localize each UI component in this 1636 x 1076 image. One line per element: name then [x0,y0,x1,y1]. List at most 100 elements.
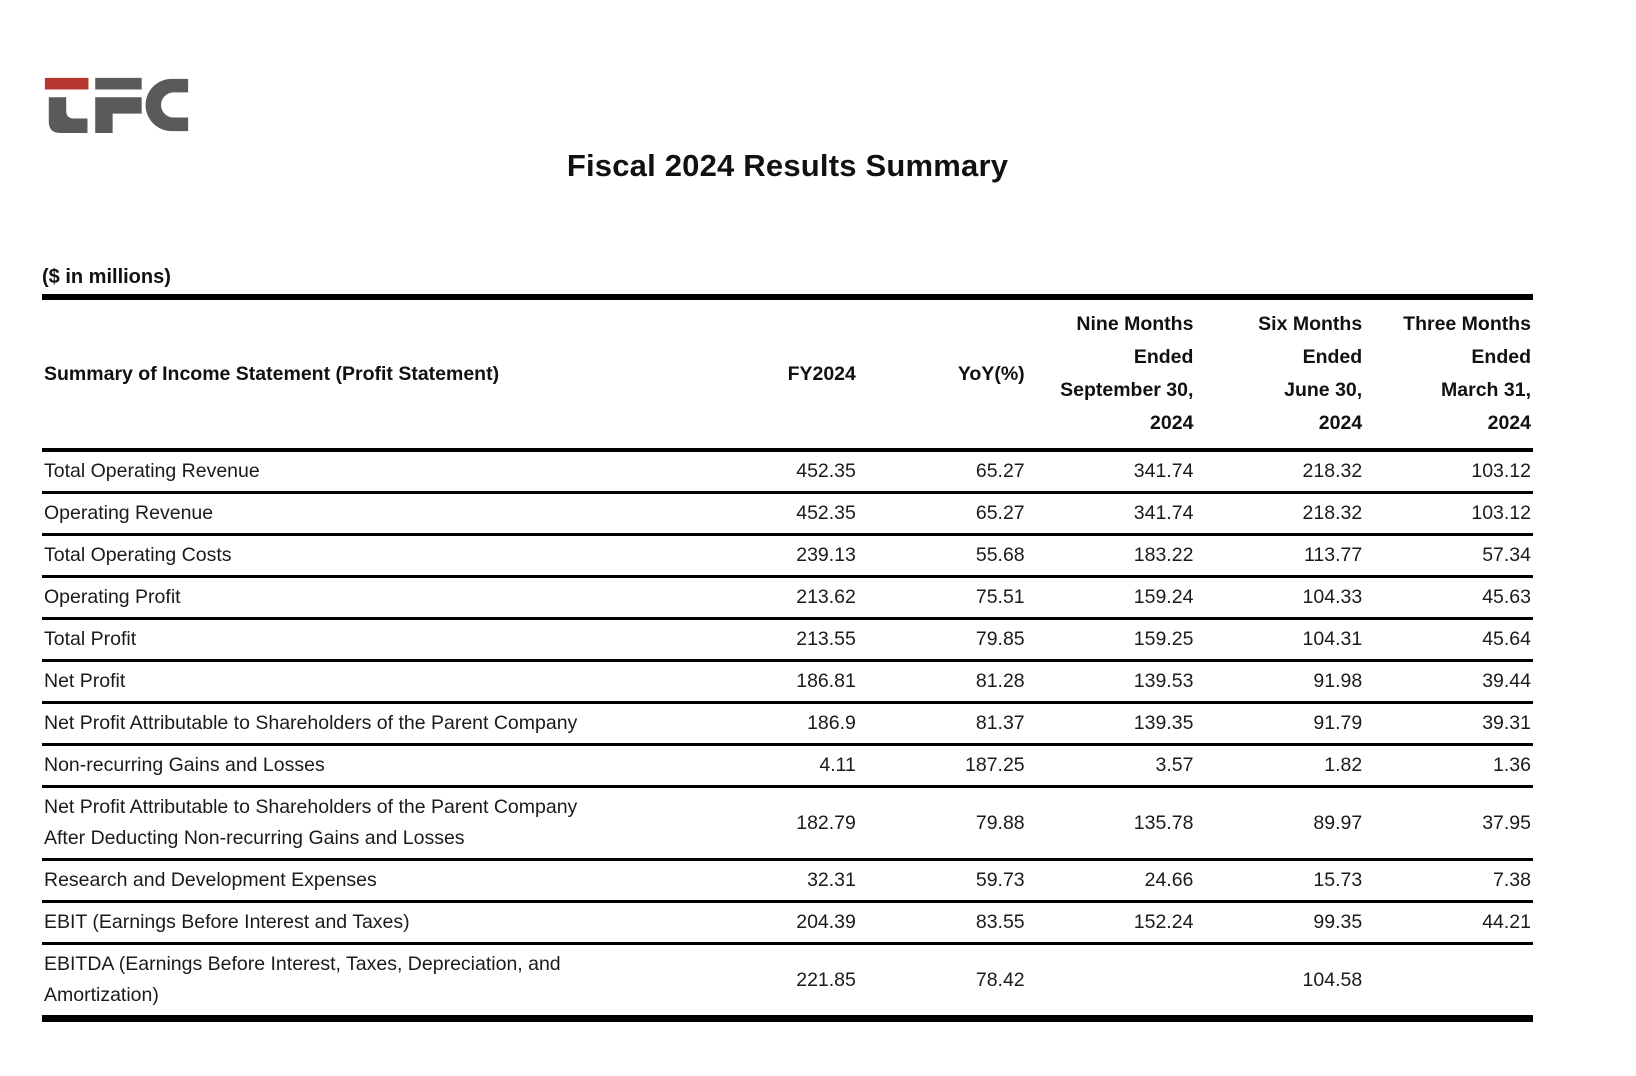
table-body: Total Operating Revenue 452.35 65.27 341.74… [42,450,1533,1022]
logo-letter-l-body [48,97,88,134]
row-value: 39.44 [1364,660,1533,704]
table-row: Research and Development Expenses 32.31 59… [42,859,1533,903]
row-value: 221.85 [689,943,858,1022]
row-value: 89.97 [1195,786,1365,861]
row-value: 45.63 [1364,576,1533,620]
income-statement-table: Summary of Income Statement (Profit Stat… [42,294,1533,1022]
lfc-logo-graphic [44,77,189,134]
table-row: Non-recurring Gains and Losses 4.11 187.25… [42,744,1533,788]
row-value: 91.79 [1195,702,1365,746]
row-value: 32.31 [689,859,858,903]
row-value: 152.24 [1026,901,1196,945]
row-value: 15.73 [1195,859,1365,903]
page-title: Fiscal 2024 Results Summary [566,148,1009,183]
row-value: 218.32 [1195,450,1365,494]
row-value: 204.39 [689,901,858,945]
row-value: 83.55 [857,901,1027,945]
row-value: 57.34 [1364,534,1533,578]
table-row: Net Profit Attributable to Shareholders … [42,702,1533,746]
row-label: Net Profit [42,660,690,704]
row-value: 159.24 [1026,576,1196,620]
row-value: 135.78 [1026,786,1196,861]
row-value: 186.9 [689,702,858,746]
row-value: 239.13 [689,534,858,578]
row-value: 103.12 [1364,450,1533,494]
row-value: 37.95 [1364,786,1533,861]
row-value: 99.35 [1195,901,1365,945]
logo-letter-l-cap [44,77,89,90]
column-header: YoY(%) [857,294,1027,452]
row-value: 186.81 [689,660,858,704]
row-value: 4.11 [689,744,858,788]
row-label: Net Profit Attributable to Shareholders … [42,786,690,861]
row-value: 187.25 [857,744,1027,788]
row-value: 183.22 [1026,534,1196,578]
row-value: 139.35 [1026,702,1196,746]
row-value: 104.33 [1195,576,1365,620]
table-row: Net Profit 186.81 81.28 139.53 91.98 39.44 [42,660,1533,704]
table-row: Net Profit Attributable to Shareholders … [42,786,1533,861]
row-value [1026,943,1196,1022]
row-value: 452.35 [689,492,858,536]
row-value: 452.35 [689,450,858,494]
row-value: 213.62 [689,576,858,620]
row-value: 55.68 [857,534,1027,578]
row-value: 103.12 [1364,492,1533,536]
row-value: 91.98 [1195,660,1365,704]
row-label: Total Operating Revenue [42,450,690,494]
table-row: Operating Revenue 452.35 65.27 341.74 218.32… [42,492,1533,536]
row-label: Total Profit [42,618,690,662]
row-value: 65.27 [857,492,1027,536]
row-value: 65.27 [857,450,1027,494]
table-row: EBITDA (Earnings Before Interest, Taxes,… [42,943,1533,1022]
row-label: Non-recurring Gains and Losses [42,744,690,788]
row-value: 81.37 [857,702,1027,746]
table-row: Total Profit 213.55 79.85 159.25 104.31 45.64 [42,618,1533,662]
row-value: 341.74 [1026,492,1196,536]
row-label: EBIT (Earnings Before Interest and Taxes… [42,901,690,945]
company-logo [42,70,192,138]
row-value: 104.58 [1195,943,1365,1022]
row-label: EBITDA (Earnings Before Interest, Taxes,… [42,943,690,1022]
column-header-statement: Summary of Income Statement (Profit Stat… [42,294,690,452]
row-value: 218.32 [1195,492,1365,536]
column-header: Three Months Ended March 31, 2024 [1364,294,1533,452]
logo-letter-f-body [95,97,142,134]
row-value: 213.55 [689,618,858,662]
table-row: Operating Profit 213.62 75.51 159.24 104.33 4… [42,576,1533,620]
row-value: 79.88 [857,786,1027,861]
table-header-row: Summary of Income Statement (Profit Stat… [42,294,1533,452]
row-value: 104.31 [1195,618,1365,662]
table-row: EBIT (Earnings Before Interest and Taxes… [42,901,1533,945]
table-header: Summary of Income Statement (Profit Stat… [42,294,1533,452]
column-header: Nine Months Ended September 30, 2024 [1026,294,1196,452]
row-label: Total Operating Costs [42,534,690,578]
row-value: 139.53 [1026,660,1196,704]
row-value [1364,943,1533,1022]
table-row: Total Operating Revenue 452.35 65.27 341.74… [42,450,1533,494]
logo-letter-f-cap [95,77,142,90]
row-value: 3.57 [1026,744,1196,788]
row-label: Research and Development Expenses [42,859,690,903]
row-value: 113.77 [1195,534,1365,578]
row-value: 1.82 [1195,744,1365,788]
column-header: Six Months Ended June 30, 2024 [1195,294,1365,452]
row-value: 75.51 [857,576,1027,620]
row-value: 24.66 [1026,859,1196,903]
row-value: 159.25 [1026,618,1196,662]
units-note: ($ in millions) [42,266,171,288]
row-value: 79.85 [857,618,1027,662]
table-row: Total Operating Costs 239.13 55.68 183.22 11… [42,534,1533,578]
logo-letter-c [145,78,189,132]
row-value: 341.74 [1026,450,1196,494]
row-value: 182.79 [689,786,858,861]
row-value: 81.28 [857,660,1027,704]
row-value: 39.31 [1364,702,1533,746]
row-value: 45.64 [1364,618,1533,662]
row-value: 44.21 [1364,901,1533,945]
row-value: 1.36 [1364,744,1533,788]
row-label: Operating Profit [42,576,690,620]
row-label: Operating Revenue [42,492,690,536]
row-label: Net Profit Attributable to Shareholders … [42,702,690,746]
